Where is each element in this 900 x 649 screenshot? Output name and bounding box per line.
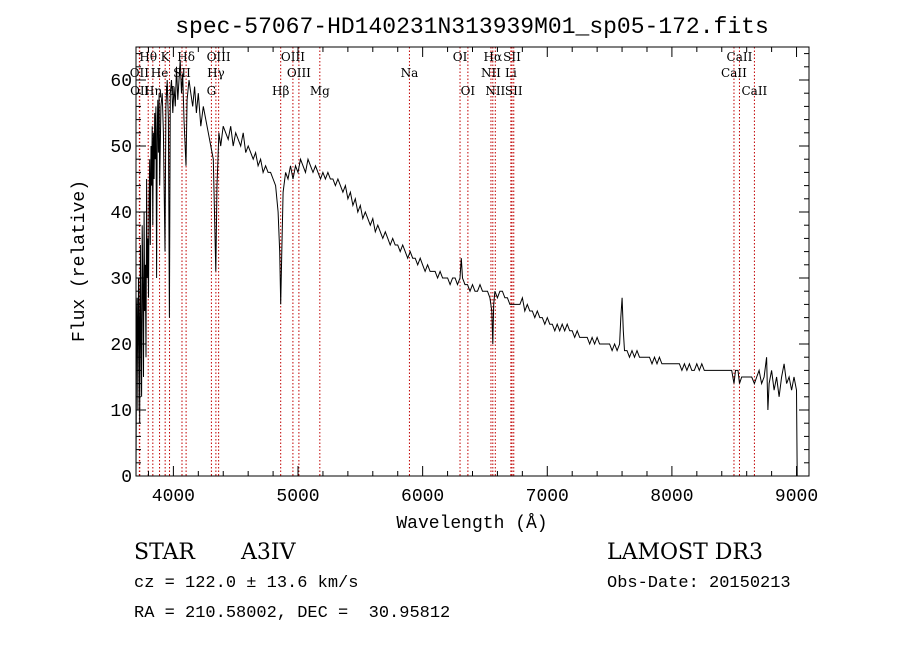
line-label: Hγ — [207, 66, 225, 80]
plot-frame — [135, 46, 810, 477]
y-axis-ticks: 0 10 20 30 40 50 60 — [110, 53, 809, 488]
line-label: Li — [505, 66, 517, 80]
x-axis-label: Wavelength (Å) — [396, 513, 547, 534]
redshift-cz: cz = 122.0 ± 13.6 km/s — [134, 574, 359, 593]
line-label: SII — [503, 50, 521, 64]
line-label: OIII — [207, 50, 231, 64]
y-tick-label: 60 — [110, 72, 132, 92]
line-label: Na — [401, 66, 419, 80]
x-tick-label: 5000 — [276, 487, 319, 507]
object-type: STAR — [134, 540, 195, 565]
line-label: OIII — [287, 66, 311, 80]
line-label: H — [164, 84, 174, 98]
x-tick-label: 4000 — [152, 487, 195, 507]
line-label: Hα — [484, 50, 503, 64]
y-tick-label: 50 — [110, 138, 132, 158]
coordinates: RA = 210.58002, DEC = 30.95812 — [134, 604, 451, 623]
y-tick-label: 30 — [110, 270, 132, 290]
line-label: SII — [505, 84, 523, 98]
line-label: Hθ — [139, 50, 157, 64]
y-tick-label: 20 — [110, 336, 132, 356]
line-label: NII — [481, 66, 501, 80]
line-label: OIII — [281, 50, 305, 64]
x-tick-label: 9000 — [775, 487, 818, 507]
line-label: CaII — [721, 66, 747, 80]
x-tick-label: 7000 — [526, 487, 569, 507]
line-label: K — [161, 50, 171, 64]
survey-name: LAMOST DR3 — [607, 540, 763, 565]
x-axis-ticks: 4000 5000 6000 7000 8000 9000 — [147, 47, 818, 507]
line-label: Mg — [310, 84, 330, 98]
line-label: He — [151, 66, 169, 80]
y-axis-label: Flux (relative) — [70, 180, 90, 342]
line-label: OI — [461, 84, 476, 98]
y-tick-label: 40 — [110, 204, 132, 224]
line-label: Hβ — [272, 84, 289, 98]
x-tick-label: 8000 — [650, 487, 693, 507]
line-label: Hδ — [177, 50, 195, 64]
object-subclass: A3IV — [241, 540, 296, 565]
obs-date: Obs-Date: 20150213 — [607, 574, 791, 593]
y-tick-label: 0 — [121, 468, 132, 488]
line-label: SII — [173, 66, 191, 80]
spectral-line-markers — [138, 47, 755, 476]
line-label: OI — [453, 50, 468, 64]
chart-title: spec-57067-HD140231N313939M01_sp05-172.f… — [175, 14, 769, 40]
line-label: CaII — [741, 84, 767, 98]
x-tick-label: 6000 — [401, 487, 444, 507]
line-label: Hη — [144, 84, 162, 98]
line-label: OII — [130, 84, 150, 98]
line-label: G — [207, 84, 217, 98]
y-tick-label: 10 — [110, 402, 132, 422]
line-label: NII — [485, 84, 505, 98]
flux-series-line — [135, 60, 798, 477]
line-label: CaII — [727, 50, 753, 64]
line-label: OII — [130, 66, 150, 80]
